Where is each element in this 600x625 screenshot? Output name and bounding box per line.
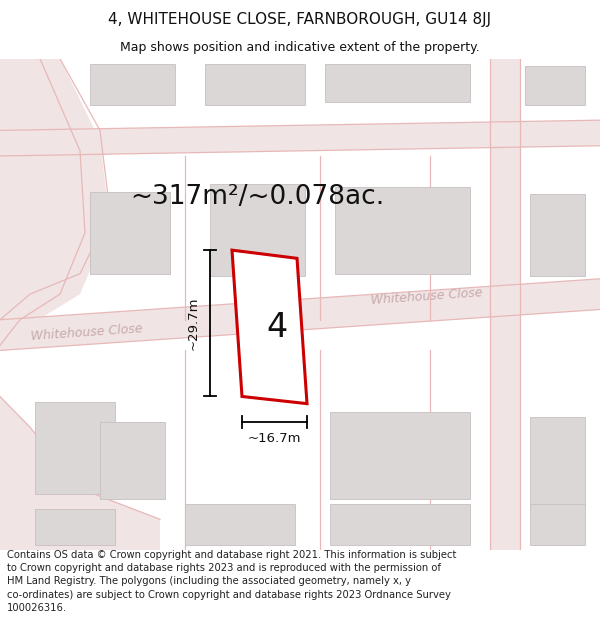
Text: ~29.7m: ~29.7m xyxy=(187,296,200,350)
Bar xyxy=(325,64,470,102)
Bar xyxy=(530,417,585,509)
Text: ~16.7m: ~16.7m xyxy=(248,432,301,445)
Polygon shape xyxy=(490,59,520,550)
Polygon shape xyxy=(0,279,600,351)
Polygon shape xyxy=(232,250,307,404)
Bar xyxy=(100,422,165,499)
Bar xyxy=(330,504,470,545)
Bar xyxy=(35,509,115,545)
Bar xyxy=(335,187,470,274)
Bar xyxy=(185,504,295,545)
Polygon shape xyxy=(0,59,110,325)
Bar xyxy=(530,504,585,545)
Text: Contains OS data © Crown copyright and database right 2021. This information is : Contains OS data © Crown copyright and d… xyxy=(7,550,457,612)
Bar xyxy=(90,192,170,274)
Bar xyxy=(525,66,585,105)
Bar xyxy=(330,412,470,499)
Bar xyxy=(205,64,305,105)
Text: Whitehouse Close: Whitehouse Close xyxy=(370,286,483,307)
Text: ~317m²/~0.078ac.: ~317m²/~0.078ac. xyxy=(130,184,384,210)
Text: Whitehouse Close: Whitehouse Close xyxy=(30,322,143,343)
Bar xyxy=(35,402,115,494)
Bar xyxy=(210,184,305,276)
Polygon shape xyxy=(0,396,160,550)
Polygon shape xyxy=(0,120,600,156)
Text: 4, WHITEHOUSE CLOSE, FARNBOROUGH, GU14 8JJ: 4, WHITEHOUSE CLOSE, FARNBOROUGH, GU14 8… xyxy=(109,12,491,27)
Text: Map shows position and indicative extent of the property.: Map shows position and indicative extent… xyxy=(120,41,480,54)
Bar xyxy=(530,194,585,276)
Text: 4: 4 xyxy=(267,311,288,344)
Bar xyxy=(90,64,175,105)
